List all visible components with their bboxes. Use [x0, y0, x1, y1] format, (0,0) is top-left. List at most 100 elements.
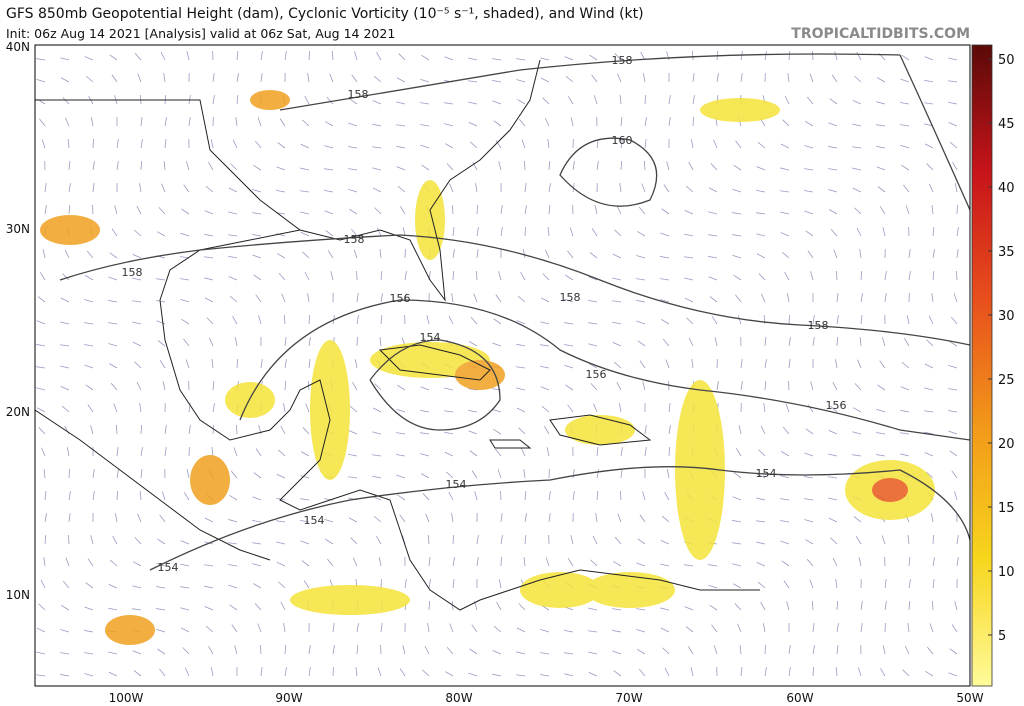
wind-barb — [832, 557, 838, 567]
wind-barb — [108, 583, 118, 589]
wind-barb — [668, 425, 671, 435]
wind-barb — [948, 672, 958, 677]
wind-barb — [493, 120, 502, 127]
wind-barb — [708, 564, 718, 567]
wind-barb — [108, 322, 118, 325]
wind-barb — [881, 535, 886, 545]
wind-barb — [612, 277, 622, 281]
wind-barb — [666, 161, 670, 171]
wind-barb — [591, 228, 598, 237]
wind-barb — [548, 513, 551, 523]
wind-barb — [807, 404, 814, 413]
height-contours — [59, 53, 970, 571]
lon-label: 90W — [275, 691, 302, 705]
wind-barb — [427, 623, 430, 633]
map: 158 158 160 158 158 156 158 158 154 156 … — [35, 45, 970, 686]
wind-barb — [85, 582, 94, 589]
wind-barb — [404, 271, 407, 281]
contour-label: 158 — [612, 54, 633, 67]
wind-barb — [521, 139, 526, 149]
wind-barb — [84, 364, 94, 369]
wind-barb — [276, 520, 286, 523]
wind-barb — [589, 54, 598, 61]
wind-barb — [904, 645, 910, 655]
wind-barb — [468, 101, 478, 105]
wind-barb — [205, 185, 214, 193]
wind-barb — [180, 540, 190, 545]
wind-barb — [756, 233, 766, 237]
wind-barb — [709, 604, 718, 611]
wind-barb — [614, 53, 622, 61]
wind-barb — [636, 562, 646, 567]
wind-barb — [356, 293, 359, 303]
wind-barb — [232, 139, 238, 149]
wind-barb — [43, 557, 46, 567]
wind-barb — [493, 428, 502, 435]
wind-barb — [300, 167, 310, 171]
wind-barb — [140, 139, 143, 149]
wind-barb — [644, 425, 647, 435]
wind-barb — [616, 205, 622, 215]
wind-barb — [540, 365, 550, 369]
wind-barb — [828, 453, 838, 457]
wind-barb — [422, 669, 430, 677]
wind-barb — [164, 425, 167, 435]
wind-barb — [259, 644, 262, 655]
wind-barb — [252, 563, 262, 567]
wind-barb — [116, 447, 119, 457]
wind-barb — [208, 162, 214, 171]
wind-barb — [613, 561, 622, 567]
wind-barb — [476, 535, 479, 545]
wind-barb — [84, 630, 94, 633]
wind-barb — [756, 541, 766, 545]
wind-barb — [212, 95, 215, 105]
wind-barb — [44, 491, 47, 501]
wind-barb — [302, 251, 310, 259]
wind-barb — [204, 297, 214, 303]
wind-barb — [684, 277, 694, 281]
wind-barb — [804, 476, 814, 479]
wind-barb — [137, 513, 142, 523]
wind-barb — [397, 384, 406, 391]
wind-barb — [38, 427, 46, 435]
wind-barb — [524, 491, 527, 501]
wind-barb — [812, 645, 815, 655]
wind-barb — [692, 50, 694, 61]
wind-barb — [350, 537, 358, 545]
wind-barb — [852, 99, 862, 105]
colorbar-ramp — [971, 44, 993, 687]
wind-barb — [642, 491, 646, 501]
wind-barb — [257, 623, 262, 633]
wind-barb — [690, 667, 694, 677]
wind-barb — [302, 427, 310, 435]
wind-barb — [161, 491, 166, 501]
wind-barb — [444, 387, 454, 391]
wind-barb — [932, 579, 935, 589]
wind-barb — [828, 189, 838, 193]
wind-barb — [784, 271, 790, 281]
wind-barb — [637, 340, 646, 347]
wind-barb — [304, 271, 310, 281]
wind-barb — [811, 600, 814, 611]
wind-barb — [780, 498, 790, 501]
wind-barb — [567, 250, 574, 259]
wind-barb — [612, 608, 622, 611]
wind-barb — [924, 363, 934, 369]
wind-barb — [638, 668, 646, 677]
wind-barb — [452, 270, 455, 281]
wind-barb — [324, 518, 334, 523]
wind-barb — [812, 50, 814, 61]
wind-barb — [228, 276, 238, 281]
wind-barb — [834, 51, 838, 61]
wind-barb — [280, 601, 286, 611]
wind-barb — [308, 337, 311, 347]
wind-barb — [280, 425, 286, 435]
wind-barb — [716, 73, 719, 83]
wind-barb — [903, 184, 910, 193]
wind-barb — [520, 447, 526, 457]
wind-barb — [540, 297, 550, 303]
wind-barb — [518, 118, 526, 127]
wind-barb — [596, 490, 599, 501]
wind-barb — [876, 408, 886, 413]
wind-barb — [301, 560, 310, 567]
